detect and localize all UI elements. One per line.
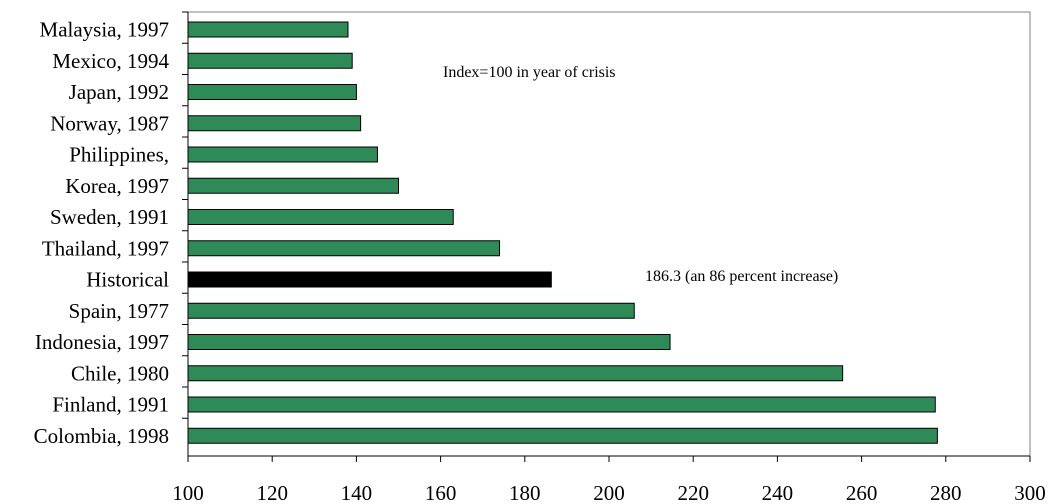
bar-12 <box>187 396 936 413</box>
x-axis: 100 120 140 160 180 200 220 240 260 280 300 <box>172 11 1046 504</box>
category-label-7: Thailand, 1997 <box>42 236 169 260</box>
x-tick-label-5: 200 <box>593 481 625 504</box>
index-note: Index=100 in year of crisis <box>443 64 616 81</box>
category-label-13: Colombia, 1998 <box>34 424 169 448</box>
x-tick-label-8: 260 <box>846 481 878 504</box>
x-tick-label-1: 120 <box>256 481 288 504</box>
bar-9 <box>187 302 635 319</box>
category-label-1: Mexico, 1994 <box>52 49 169 73</box>
bar-6 <box>187 209 454 225</box>
x-tick-label-3: 160 <box>425 481 457 504</box>
category-label-9: Spain, 1977 <box>69 299 169 323</box>
x-tick-label-2: 140 <box>341 481 373 504</box>
bar-11 <box>187 365 844 382</box>
bar-7 <box>187 240 501 257</box>
bar-0 <box>187 21 349 38</box>
bar-8 <box>187 271 552 288</box>
category-label-4: Philippines, <box>69 143 169 167</box>
x-tick-label-9: 280 <box>930 481 962 504</box>
x-tick-label-4: 180 <box>509 481 541 504</box>
bar-1 <box>187 52 353 69</box>
category-label-8: Historical <box>86 268 169 292</box>
x-tick-label-6: 220 <box>677 481 709 504</box>
category-labels: Malaysia, 1997 Mexico, 1994 Japan, 1992 Nor… <box>34 18 170 448</box>
bar-13 <box>187 427 938 444</box>
category-label-5: Korea, 1997 <box>65 174 169 198</box>
x-tick-label-0: 100 <box>172 481 204 504</box>
x-tick-label-7: 240 <box>762 481 794 504</box>
bars-group <box>187 21 938 444</box>
category-label-6: Sweden, 1991 <box>50 205 169 229</box>
category-label-10: Indonesia, 1997 <box>35 330 169 354</box>
category-label-12: Finland, 1991 <box>52 393 169 417</box>
category-label-3: Norway, 1987 <box>50 111 169 135</box>
bar-4 <box>187 146 378 163</box>
historical-note: 186.3 (an 86 percent increase) <box>645 268 838 285</box>
bar-5 <box>187 177 399 194</box>
bar-3 <box>187 115 362 132</box>
category-label-11: Chile, 1980 <box>71 361 169 385</box>
category-label-2: Japan, 1992 <box>69 80 169 104</box>
bar-2 <box>187 84 357 100</box>
bar-10 <box>187 334 671 350</box>
x-tick-label-10: 300 <box>1014 481 1046 504</box>
category-label-0: Malaysia, 1997 <box>40 18 169 42</box>
